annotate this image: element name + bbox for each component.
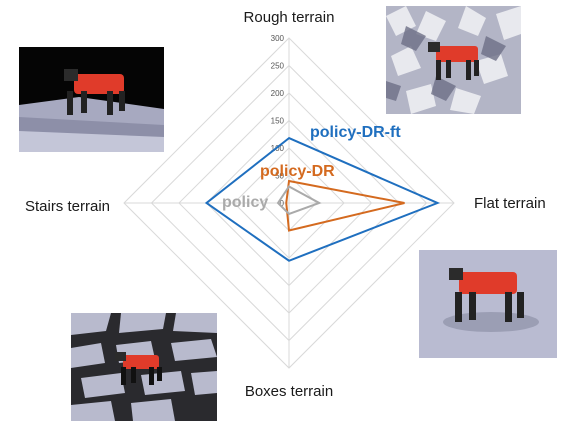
series-label-policy-dr: policy-DR <box>260 163 335 180</box>
radar-axis-labels: Rough terrain Flat terrain Boxes terrain St… <box>25 9 546 400</box>
tick-label-250: 250 <box>271 62 285 71</box>
radar-series-labels: policy-DR-ft policy-DR policy <box>222 124 401 211</box>
tick-label-100: 100 <box>271 144 285 153</box>
tick-label-50: 50 <box>275 172 284 181</box>
radar-series <box>204 136 441 262</box>
tick-label-200: 200 <box>271 89 285 98</box>
axis-label-boxes-terrain: Boxes terrain <box>245 383 333 400</box>
rough-robot-photo <box>386 6 521 114</box>
series-policy-dr-ft <box>204 136 441 262</box>
tick-label-150: 150 <box>271 117 285 126</box>
boxes-robot-photo <box>71 313 217 421</box>
axis-label-stairs-terrain: Stairs terrain <box>25 198 110 215</box>
axis-label-rough-terrain: Rough terrain <box>244 9 335 26</box>
axis-label-flat-terrain: Flat terrain <box>474 195 546 212</box>
tick-label-0: 0 <box>280 199 285 208</box>
series-label-policy: policy <box>222 194 268 211</box>
series-policy-dr <box>285 179 405 232</box>
radar-tick-labels: 0 50 100 150 200 250 300 <box>271 34 285 208</box>
stairs-robot-photo <box>19 47 164 152</box>
tick-label-300: 300 <box>271 34 285 43</box>
flat-robot-photo <box>419 250 557 358</box>
series-label-policy-dr-ft: policy-DR-ft <box>310 124 401 141</box>
radar-grid <box>123 37 455 369</box>
series-policy <box>276 185 322 216</box>
